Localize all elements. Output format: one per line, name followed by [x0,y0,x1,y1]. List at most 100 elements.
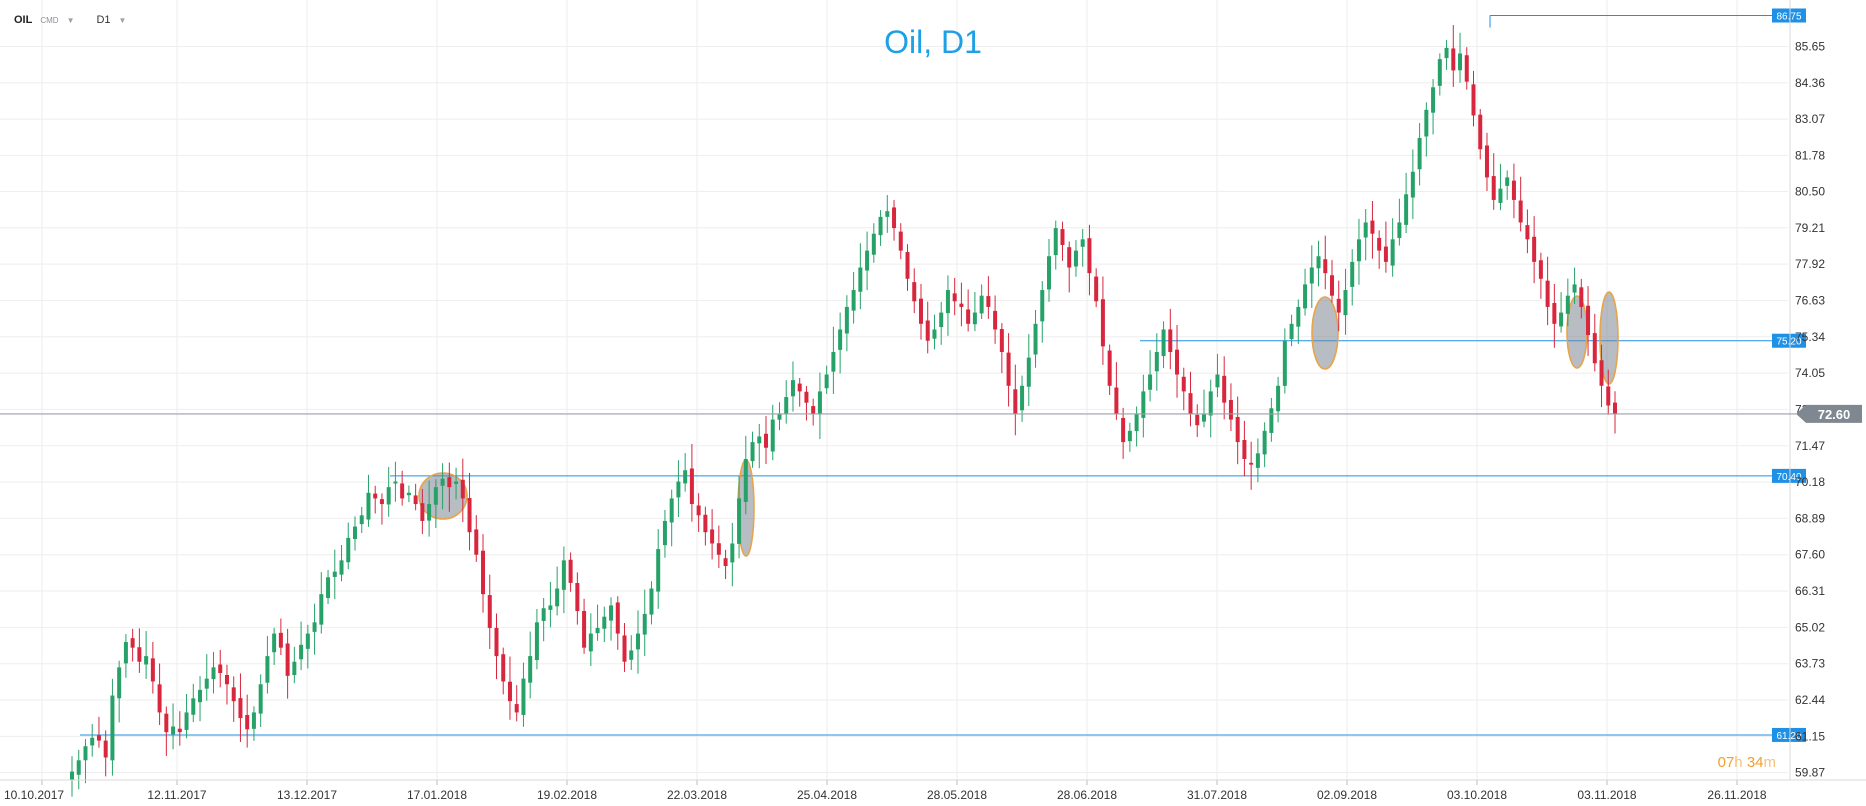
candle-body[interactable] [730,543,735,563]
candle-body[interactable] [777,413,782,420]
candle-body[interactable] [1451,48,1456,71]
candle-body[interactable] [1121,417,1126,443]
candle-body[interactable] [1565,295,1570,314]
candle-body[interactable] [1127,430,1132,442]
candle-body[interactable] [838,329,843,350]
candle-body[interactable] [905,252,910,279]
candle-body[interactable] [521,678,526,715]
candle-body[interactable] [1525,225,1530,240]
candle-body[interactable] [386,487,391,505]
candle-body[interactable] [1094,276,1099,302]
candle-body[interactable] [218,664,223,673]
candle-body[interactable] [1613,402,1617,414]
candle-body[interactable] [1188,393,1193,414]
candle-body[interactable] [171,726,176,735]
candle-body[interactable] [1242,440,1247,459]
candle-body[interactable] [710,529,715,544]
candle-body[interactable] [696,505,701,516]
candle-body[interactable] [790,380,795,397]
candle-body[interactable] [1195,414,1200,426]
candle-body[interactable] [804,391,809,403]
candle-body[interactable] [784,397,789,414]
candle-body[interactable] [582,610,587,648]
candle-body[interactable] [1134,413,1139,432]
candle-body[interactable] [555,588,560,607]
candle-body[interactable] [184,712,189,730]
candle-body[interactable] [70,771,74,780]
candle-body[interactable] [265,656,270,683]
candle-body[interactable] [1026,357,1031,387]
candle-body[interactable] [1141,391,1146,418]
candle-body[interactable] [1013,389,1018,414]
candle-body[interactable] [1107,350,1112,386]
candle-body[interactable] [191,698,196,715]
candle-body[interactable] [164,713,169,733]
candle-body[interactable] [622,635,627,662]
candle-body[interactable] [285,643,290,676]
candle-body[interactable] [1484,145,1489,178]
candle-body[interactable] [1161,329,1166,357]
candle-body[interactable] [1579,287,1584,307]
candle-body[interactable] [211,667,216,680]
candle-body[interactable] [757,436,762,444]
candle-body[interactable] [1309,267,1314,284]
candle-body[interactable] [494,627,499,657]
candle-body[interactable] [481,550,486,595]
candle-body[interactable] [83,746,88,761]
candle-body[interactable] [932,329,937,339]
candle-body[interactable] [1087,238,1092,274]
candle-body[interactable] [379,499,384,505]
candle-body[interactable] [433,487,438,505]
candle-body[interactable] [615,602,620,634]
candle-body[interactable] [1228,400,1233,420]
candle-body[interactable] [238,698,243,719]
candle-body[interactable] [1397,222,1402,238]
candle-body[interactable] [1080,239,1085,247]
candle-body[interactable] [1586,305,1591,336]
candle-body[interactable] [1505,177,1510,186]
candle-body[interactable] [1599,360,1604,386]
candle-body[interactable] [1235,416,1240,443]
candle-body[interactable] [1222,375,1227,403]
candle-body[interactable] [1559,312,1564,327]
candle-body[interactable] [1215,374,1220,388]
candle-body[interactable] [366,492,371,520]
candle-body[interactable] [1410,171,1415,198]
candle-body[interactable] [939,312,944,328]
symbol-label[interactable]: OIL [14,14,33,26]
candle-body[interactable] [1532,236,1537,262]
candle-body[interactable] [393,481,398,484]
candle-body[interactable] [1343,290,1348,316]
candle-body[interactable] [507,681,512,702]
candle-body[interactable] [1276,385,1281,412]
candle-body[interactable] [454,481,459,484]
candle-body[interactable] [1417,137,1422,170]
candle-body[interactable] [299,644,304,660]
candle-body[interactable] [1060,229,1065,245]
candle-body[interactable] [1606,386,1611,406]
candle-body[interactable] [440,478,445,486]
candle-body[interactable] [319,594,324,625]
candle-body[interactable] [1518,200,1523,223]
candle-body[interactable] [683,470,688,484]
candle-body[interactable] [1471,84,1476,116]
candle-body[interactable] [871,233,876,255]
candle-body[interactable] [144,656,149,665]
candle-body[interactable] [1356,239,1361,262]
candle-body[interactable] [76,760,81,775]
candle-body[interactable] [918,298,923,324]
candle-body[interactable] [1498,188,1503,203]
candle-body[interactable] [750,442,755,462]
candle-body[interactable] [649,588,654,615]
candle-body[interactable] [1282,340,1287,386]
candle-body[interactable] [130,638,135,648]
candle-body[interactable] [1390,239,1395,266]
chevron-down-icon[interactable]: ▼ [66,15,75,25]
candle-body[interactable] [635,633,640,650]
candle-body[interactable] [575,583,580,612]
candle-body[interactable] [346,537,351,563]
candle-body[interactable] [892,207,897,229]
candle-body[interactable] [912,282,917,302]
candle-body[interactable] [1154,351,1159,372]
